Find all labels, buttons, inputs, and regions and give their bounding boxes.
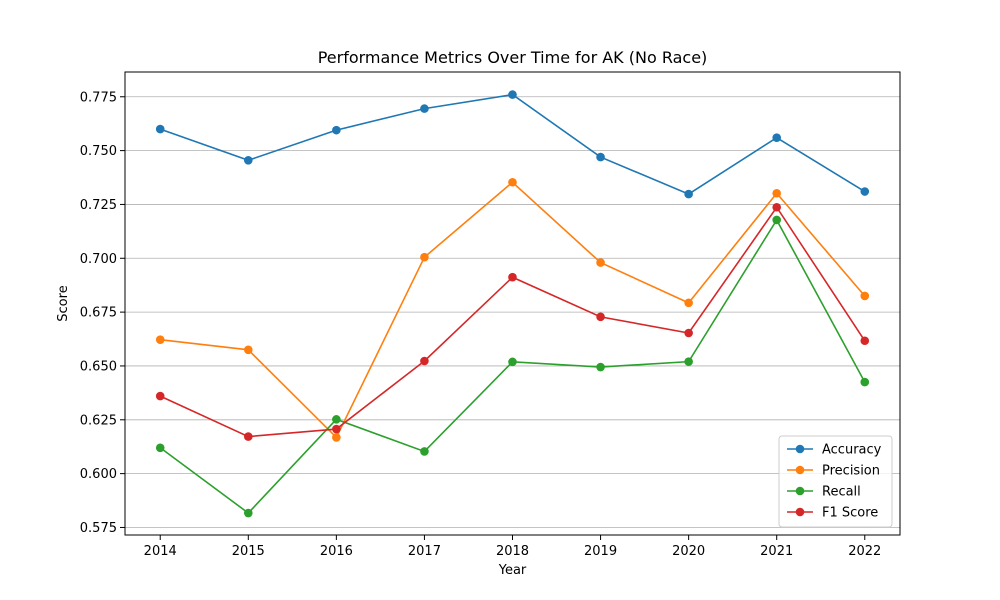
data-point: [772, 202, 782, 212]
data-point: [684, 298, 693, 308]
data-point: [243, 432, 253, 441]
series-accuracy: [155, 90, 870, 199]
legend-item: F1 Score: [787, 506, 878, 521]
data-point: [772, 188, 782, 198]
x-tick-label: 2022: [848, 544, 881, 559]
data-point: [684, 357, 693, 366]
series-lines: [155, 90, 870, 518]
y-tick-label: 0.600: [80, 467, 117, 482]
data-point: [860, 291, 870, 301]
legend: Accuracy Precision Recall F1 Score: [778, 435, 893, 528]
legend-item: Accuracy: [787, 443, 882, 458]
data-point: [508, 272, 517, 282]
legend-marker: [795, 486, 805, 496]
x-tick-label: 2018: [496, 544, 529, 559]
x-tick-label: 2016: [320, 544, 353, 559]
chart-title: Performance Metrics Over Time for AK (No…: [318, 48, 708, 67]
series-precision: [155, 177, 870, 442]
data-point: [508, 90, 517, 99]
data-point: [596, 258, 605, 267]
legend-item: Precision: [787, 464, 880, 479]
data-point: [420, 356, 429, 366]
data-point: [332, 433, 341, 442]
data-point: [420, 252, 429, 262]
data-point: [860, 377, 870, 387]
data-point: [243, 508, 253, 518]
data-point: [772, 215, 782, 225]
legend-label: Recall: [822, 485, 861, 500]
data-point: [332, 415, 341, 424]
x-tick-label: 2014: [144, 544, 177, 559]
legend-marker: [795, 444, 805, 454]
data-point: [420, 104, 429, 113]
data-point: [243, 155, 253, 165]
x-tick-label: 2019: [584, 544, 617, 559]
y-tick-label: 0.575: [80, 521, 117, 536]
series-f1-score: [155, 202, 870, 441]
data-point: [155, 335, 165, 344]
data-point: [772, 133, 782, 142]
legend-label: Precision: [822, 464, 880, 479]
x-tick-label: 2021: [760, 544, 793, 559]
legend-box: [778, 435, 893, 528]
data-point: [684, 328, 693, 338]
legend-label: Accuracy: [822, 443, 882, 458]
y-tick-label: 0.775: [80, 90, 117, 105]
x-tick-label: 2020: [672, 544, 705, 559]
grid-lines: [125, 96, 900, 528]
data-point: [332, 125, 341, 135]
data-point: [155, 391, 165, 401]
series-recall: [155, 215, 870, 518]
y-tick-label: 0.650: [80, 359, 117, 374]
data-point: [155, 124, 165, 134]
x-tick-label: 2015: [232, 544, 265, 559]
x-axis: 2014 2015 2016 2017 2018 2019 2020 2021 2022: [144, 535, 881, 559]
y-tick-label: 0.750: [80, 144, 117, 159]
data-point: [860, 187, 870, 196]
y-axis-label: Score: [56, 285, 71, 321]
data-point: [684, 189, 693, 199]
data-point: [508, 357, 517, 367]
data-point: [508, 177, 517, 187]
y-tick-label: 0.700: [80, 252, 117, 267]
x-axis-label: Year: [498, 563, 527, 578]
data-point: [596, 362, 605, 372]
y-tick-label: 0.625: [80, 413, 117, 428]
data-point: [596, 312, 605, 322]
legend-marker: [795, 507, 805, 517]
data-point: [155, 443, 165, 453]
y-axis: 0.575 0.600 0.625 0.650 0.675 0.700 0.725 0.750…: [80, 90, 125, 536]
legend-item: Recall: [787, 485, 861, 500]
data-point: [860, 336, 870, 346]
x-tick-label: 2017: [408, 544, 441, 559]
y-tick-label: 0.675: [80, 306, 117, 321]
data-point: [332, 424, 341, 434]
data-point: [243, 345, 253, 355]
legend-marker: [795, 465, 805, 475]
data-point: [420, 447, 429, 456]
legend-label: F1 Score: [822, 506, 878, 521]
data-point: [596, 152, 605, 162]
y-tick-label: 0.725: [80, 198, 117, 213]
